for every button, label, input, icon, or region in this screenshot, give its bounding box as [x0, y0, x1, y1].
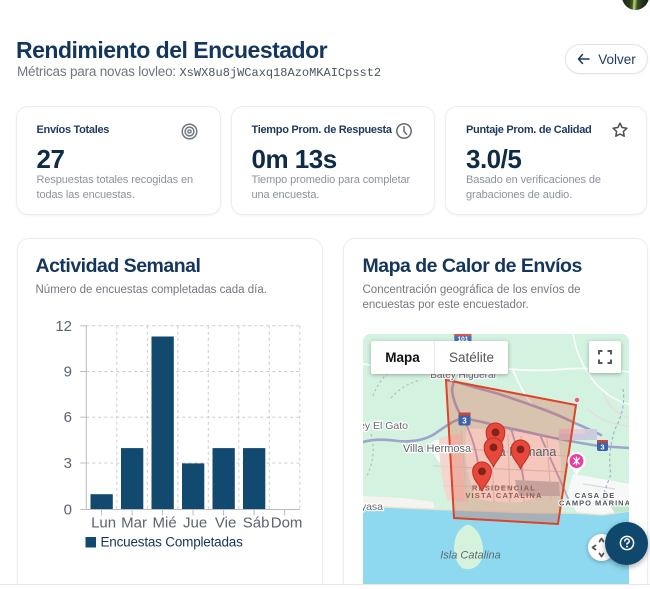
svg-text:3: 3 — [600, 443, 604, 452]
svg-text:Mar: Mar — [121, 515, 147, 532]
svg-text:6: 6 — [64, 409, 72, 426]
svg-text:Vie: Vie — [215, 515, 236, 532]
svg-text:ey El Gato: ey El Gato — [363, 420, 408, 432]
svg-text:3: 3 — [64, 455, 72, 472]
svg-text:RESIDENCIAL: RESIDENCIAL — [472, 484, 536, 493]
svg-text:9: 9 — [64, 364, 72, 381]
svg-text:VISTA CATALINA: VISTA CATALINA — [465, 491, 542, 500]
svg-text:Sáb: Sáb — [243, 515, 270, 532]
svg-text:101: 101 — [458, 336, 469, 343]
svg-text:CASA DE: CASA DE — [575, 491, 615, 500]
svg-text:3: 3 — [462, 417, 467, 426]
svg-text:0: 0 — [64, 502, 72, 519]
svg-text:Encuestas Completadas: Encuestas Completadas — [101, 535, 244, 550]
svg-text:ayasa: ayasa — [363, 501, 383, 513]
svg-text:CAMPO MARINA: CAMPO MARINA — [559, 499, 629, 508]
svg-text:Isla Catalina: Isla Catalina — [440, 550, 501, 562]
svg-text:Mié: Mié — [153, 515, 177, 532]
svg-text:Lun: Lun — [91, 515, 116, 532]
svg-text:12: 12 — [55, 318, 72, 335]
svg-text:Villa Hermosa: Villa Hermosa — [403, 443, 472, 455]
svg-text:Jue: Jue — [183, 515, 207, 532]
svg-text:Dom: Dom — [271, 515, 303, 532]
